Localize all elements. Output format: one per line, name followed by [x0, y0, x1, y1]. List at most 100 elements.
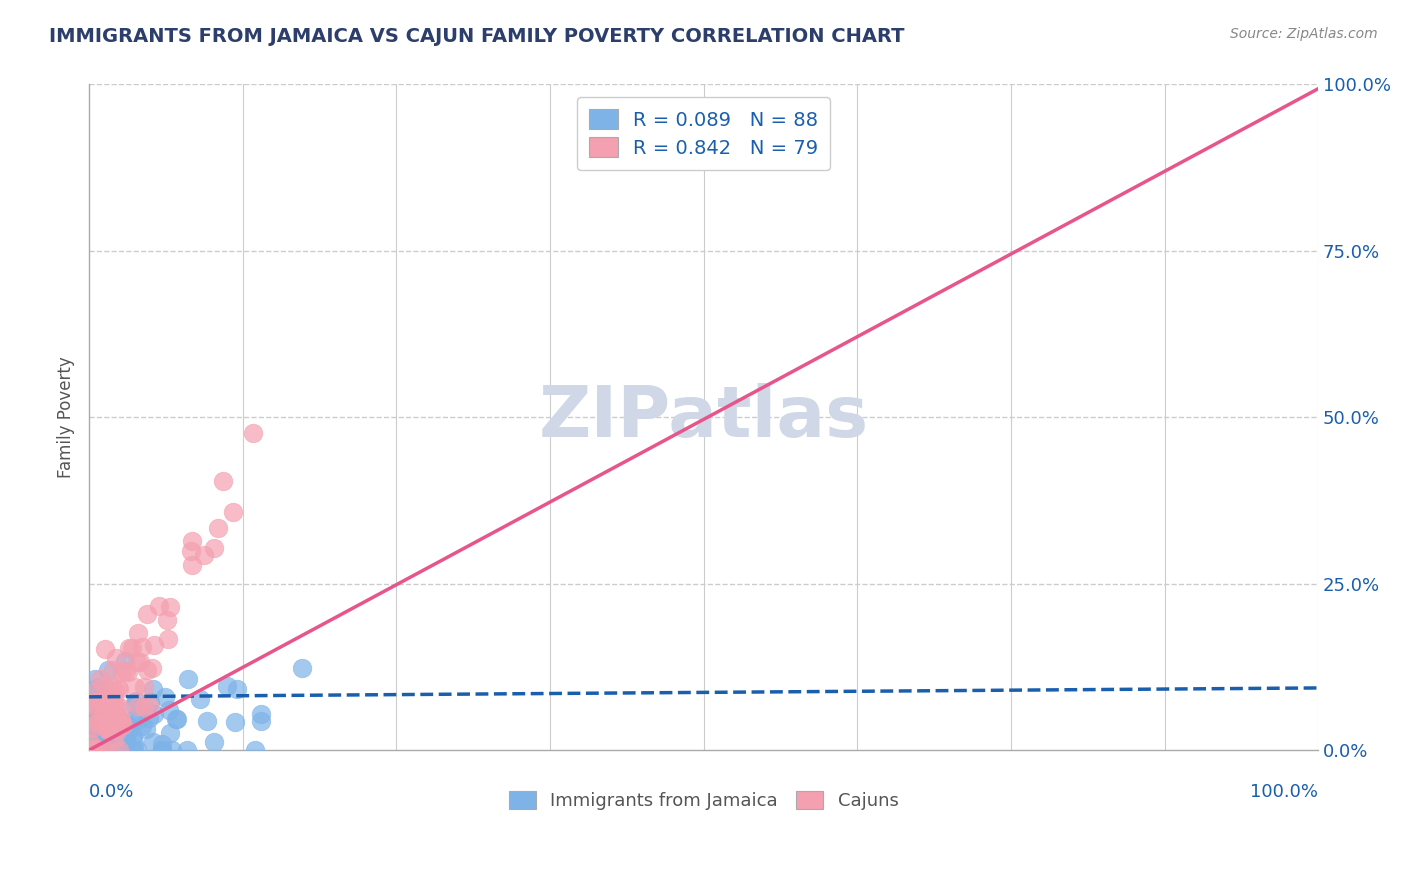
- Point: [96, 714, 118, 729]
- Point: [152, 743, 174, 757]
- Point: [89, 743, 111, 757]
- Point: [108, 681, 131, 696]
- Point: [79, 736, 101, 750]
- Point: [101, 681, 124, 695]
- Point: [104, 651, 127, 665]
- Point: [93, 737, 115, 751]
- Point: [117, 641, 139, 656]
- Point: [87, 713, 110, 727]
- Point: [135, 722, 157, 736]
- Point: [97, 707, 120, 722]
- Point: [80, 707, 103, 722]
- Point: [122, 698, 145, 712]
- Text: ZIPatlas: ZIPatlas: [538, 383, 869, 451]
- Point: [212, 475, 235, 489]
- Point: [181, 558, 204, 572]
- Point: [193, 548, 215, 562]
- Point: [114, 654, 136, 668]
- Y-axis label: Family Poverty: Family Poverty: [58, 357, 75, 478]
- Point: [97, 723, 120, 737]
- Point: [114, 728, 136, 742]
- Point: [97, 663, 120, 677]
- Point: [104, 695, 127, 709]
- Point: [79, 721, 101, 735]
- Point: [82, 743, 104, 757]
- Point: [93, 743, 115, 757]
- Point: [165, 712, 187, 726]
- Point: [103, 733, 125, 747]
- Point: [138, 698, 160, 712]
- Point: [291, 661, 314, 675]
- Point: [138, 695, 160, 709]
- Text: 100.0%: 100.0%: [1250, 782, 1319, 801]
- Point: [96, 731, 118, 745]
- Point: [122, 743, 145, 757]
- Point: [101, 664, 124, 678]
- Point: [215, 680, 238, 694]
- Point: [224, 715, 246, 730]
- Point: [129, 655, 152, 669]
- Point: [148, 599, 170, 614]
- Point: [83, 685, 105, 699]
- Point: [93, 678, 115, 692]
- Point: [105, 723, 128, 738]
- Point: [249, 707, 271, 722]
- Point: [84, 702, 107, 716]
- Point: [87, 715, 110, 730]
- Point: [80, 716, 103, 731]
- Point: [124, 694, 146, 708]
- Point: [142, 707, 165, 722]
- Point: [127, 698, 149, 713]
- Point: [94, 735, 117, 749]
- Point: [157, 703, 180, 717]
- Point: [101, 723, 124, 737]
- Point: [114, 664, 136, 678]
- Point: [207, 521, 229, 535]
- Point: [94, 743, 117, 757]
- Point: [202, 541, 225, 555]
- Point: [134, 700, 156, 714]
- Point: [101, 716, 124, 731]
- Point: [122, 729, 145, 743]
- Point: [96, 681, 118, 696]
- Point: [87, 728, 110, 742]
- Point: [80, 723, 103, 738]
- Point: [86, 714, 108, 728]
- Point: [94, 706, 117, 721]
- Point: [105, 711, 128, 725]
- Point: [87, 694, 110, 708]
- Point: [89, 672, 111, 686]
- Point: [156, 613, 179, 627]
- Point: [80, 721, 103, 735]
- Point: [110, 714, 132, 729]
- Point: [108, 743, 131, 757]
- Point: [91, 707, 114, 722]
- Point: [176, 743, 198, 757]
- Point: [181, 533, 204, 548]
- Point: [101, 694, 124, 708]
- Point: [250, 714, 273, 729]
- Point: [86, 743, 108, 757]
- Text: IMMIGRANTS FROM JAMAICA VS CAJUN FAMILY POVERTY CORRELATION CHART: IMMIGRANTS FROM JAMAICA VS CAJUN FAMILY …: [49, 27, 904, 45]
- Point: [117, 724, 139, 739]
- Text: Source: ZipAtlas.com: Source: ZipAtlas.com: [1230, 27, 1378, 41]
- Point: [104, 702, 127, 716]
- Point: [150, 737, 173, 751]
- Point: [100, 707, 122, 722]
- Point: [131, 719, 153, 733]
- Point: [80, 698, 103, 712]
- Point: [202, 735, 225, 749]
- Point: [84, 716, 107, 731]
- Point: [103, 743, 125, 757]
- Point: [84, 740, 107, 755]
- Point: [188, 692, 211, 706]
- Point: [243, 743, 266, 757]
- Point: [97, 712, 120, 726]
- Point: [226, 682, 249, 697]
- Point: [97, 716, 120, 731]
- Point: [110, 701, 132, 715]
- Point: [105, 709, 128, 723]
- Point: [136, 663, 159, 677]
- Point: [153, 690, 176, 704]
- Point: [107, 680, 129, 694]
